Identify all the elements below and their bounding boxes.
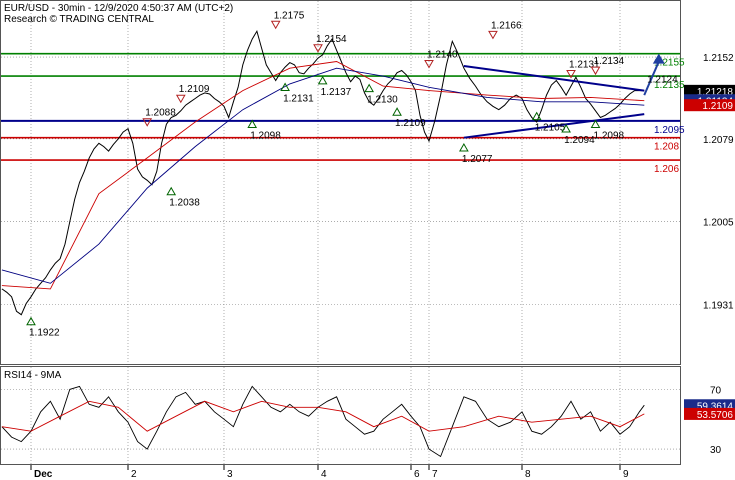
annotation-label: 1.2098 bbox=[594, 131, 625, 142]
annotation-label: 1.2038 bbox=[169, 198, 200, 209]
marker-up-icon bbox=[392, 107, 402, 116]
annotation-label: 1.2137 bbox=[321, 87, 352, 98]
marker-up-icon bbox=[531, 111, 542, 121]
series-line-ma_fast bbox=[1, 61, 645, 290]
x-tick-label: 9 bbox=[623, 469, 629, 480]
rsi-tag-rsi_ma-label: 53.5706 bbox=[697, 410, 734, 421]
annotation-label: 1.2109 bbox=[395, 118, 426, 129]
annotation-label: 1.2134 bbox=[594, 56, 625, 67]
rsi-series-layer bbox=[1, 385, 645, 458]
price-y-tick-label: 1.2152 bbox=[703, 53, 734, 64]
price-y-tick-label: 1.1931 bbox=[703, 301, 734, 312]
level-label: 1.208 bbox=[654, 142, 679, 153]
triangle-pattern bbox=[463, 53, 665, 139]
level-label: 1.2155 bbox=[654, 58, 685, 69]
annotation-label: 1.2105 bbox=[535, 123, 566, 134]
rsi-y-tick-label: 70 bbox=[710, 385, 722, 396]
marker-up-icon bbox=[26, 316, 36, 326]
annotation-label: 1.2098 bbox=[250, 131, 281, 142]
marker-down-icon bbox=[142, 118, 153, 127]
triangle-lower-line bbox=[463, 113, 645, 139]
annotations-layer: 1.1922 1.2088 1.2109 1.2038 1.2175 1.2098 1.21… bbox=[26, 10, 678, 339]
x-tick-label: 6 bbox=[414, 469, 420, 480]
target-arrow-head bbox=[652, 53, 665, 64]
marker-up-icon bbox=[459, 143, 469, 152]
annotation-label: 1.2077 bbox=[462, 154, 493, 165]
triangle-upper-line bbox=[463, 64, 645, 92]
annotation-label: 1.2131 bbox=[569, 60, 600, 71]
level-label: 1.206 bbox=[654, 164, 679, 175]
marker-down-icon bbox=[313, 44, 323, 53]
target-arrow-shaft bbox=[643, 61, 660, 96]
marker-up-icon bbox=[247, 119, 258, 129]
marker-down-icon bbox=[175, 94, 186, 104]
level-label: 1.2095 bbox=[654, 125, 685, 136]
marker-down-icon bbox=[566, 70, 576, 79]
x-tick-label: 4 bbox=[321, 469, 327, 480]
marker-down-icon bbox=[270, 20, 281, 30]
marker-down-icon bbox=[488, 30, 498, 40]
annotation-label: 1.2131 bbox=[283, 94, 314, 105]
marker-down-icon bbox=[590, 66, 601, 76]
annotation-label: 1.2088 bbox=[145, 108, 176, 119]
series-line-ma_slow bbox=[1, 67, 645, 284]
annotation-label: 1.2124 bbox=[647, 74, 678, 85]
price-panel-frame bbox=[0, 0, 681, 365]
rsi-tag-rsi-label: 59.3614 bbox=[697, 401, 734, 412]
price-tag-ma2-label: 1.2109 bbox=[702, 101, 733, 112]
annotation-label: 1.2140 bbox=[427, 49, 458, 60]
annotation-label: 1.2130 bbox=[367, 95, 398, 106]
price-tag-ma2-bg bbox=[684, 99, 735, 112]
marker-up-icon bbox=[590, 119, 601, 129]
annotation-label: 1.2154 bbox=[316, 34, 347, 45]
price-tag-current-label: 1.21218 bbox=[697, 87, 734, 98]
annotation-label: 1.2094 bbox=[564, 135, 595, 146]
rsi-panel-frame bbox=[0, 366, 681, 465]
x-tick-label: 8 bbox=[525, 469, 531, 480]
marker-up-icon bbox=[561, 123, 571, 133]
price-y-tick-label: 1.2005 bbox=[703, 218, 734, 229]
marker-down-icon bbox=[424, 59, 434, 69]
marker-up-icon bbox=[166, 186, 177, 196]
y-axis-ticks: 1.2152 1.2079 1.2005 1.1931 70 30 bbox=[703, 53, 734, 456]
x-axis-ticks: Dec 2 3 4 6 7 8 9 bbox=[30, 465, 629, 480]
x-tick-label: 3 bbox=[227, 469, 233, 480]
price-tag-current-bg bbox=[684, 84, 735, 97]
rsi-tag-rsi_ma-bg bbox=[684, 407, 735, 420]
x-tick-label: Dec bbox=[34, 469, 53, 480]
horizontal-levels: 1.2155 1.2135 1.2095 1.208 1.206 bbox=[1, 52, 685, 175]
rsi-line-9MA bbox=[1, 400, 645, 432]
chart-title: EUR/USD - 30min - 12/9/2020 4:50:37 AM (… bbox=[4, 3, 233, 14]
level-label: 1.2135 bbox=[654, 80, 685, 91]
rsi-y-tick-label: 30 bbox=[710, 445, 722, 456]
x-tick-label: 7 bbox=[432, 469, 438, 480]
price-y-tick-label: 1.2079 bbox=[703, 135, 734, 146]
annotation-label: 1.2175 bbox=[274, 10, 305, 21]
x-tick-label: 2 bbox=[131, 469, 137, 480]
marker-up-icon bbox=[364, 83, 375, 93]
annotation-label: 1.2109 bbox=[179, 84, 210, 95]
marker-up-icon bbox=[280, 82, 290, 92]
marker-up-icon bbox=[317, 75, 328, 85]
annotation-label: 1.1922 bbox=[29, 328, 60, 339]
annotation-label: 1.2166 bbox=[491, 20, 522, 31]
rsi-title: RSI14 - 9MA bbox=[4, 370, 62, 381]
chart-subtitle: Research © TRADING CENTRAL bbox=[4, 14, 154, 25]
